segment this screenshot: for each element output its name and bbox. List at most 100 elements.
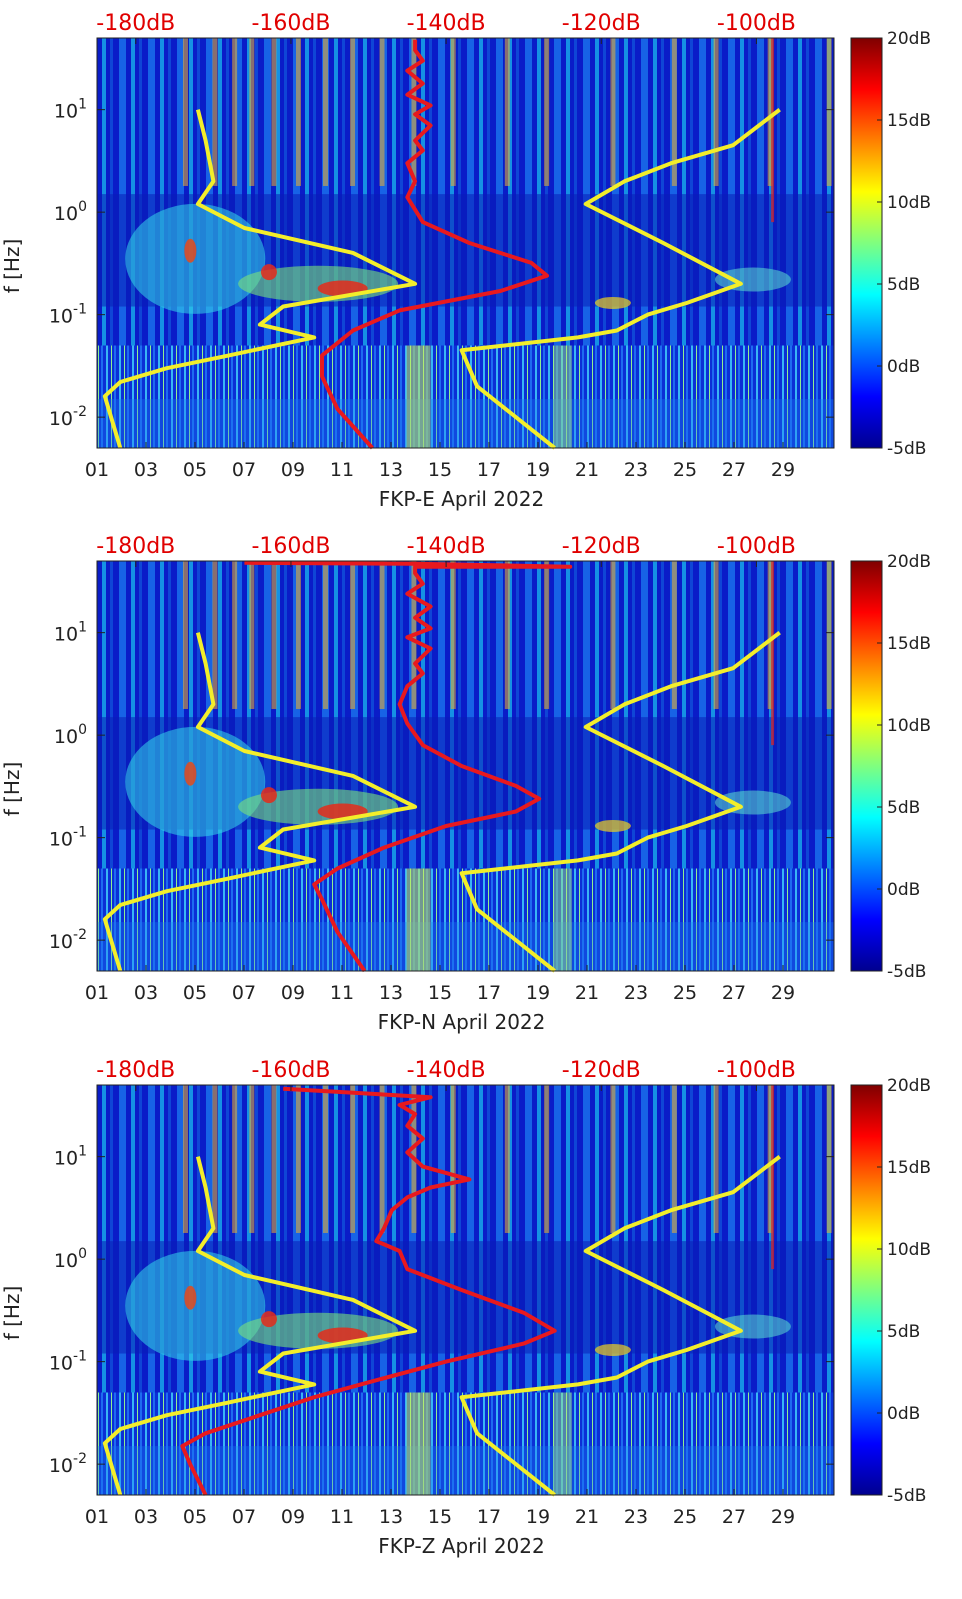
colorbar-tick-label: 5dB [887, 1322, 920, 1342]
x-tick-label: 27 [722, 982, 746, 1004]
low-frequency-event [553, 868, 572, 971]
microseism-blob [594, 296, 631, 309]
hf-streak [767, 1085, 773, 1233]
x-tick-label: 01 [85, 982, 109, 1004]
high-noise-model-curve [459, 108, 781, 450]
hf-streak [271, 38, 277, 186]
high-noise-model-curve [459, 1155, 781, 1497]
y-tick-label: 10-2 [49, 1451, 87, 1477]
x-tick-label: 05 [183, 459, 207, 481]
hf-streak [249, 1085, 255, 1233]
x-axis-label: FKP-N April 2022 [378, 1010, 546, 1034]
hf-streak [544, 1085, 550, 1233]
top-tick-label: -180dB [96, 11, 175, 36]
colorbar-tick-label: 15dB [887, 634, 931, 654]
top-tick-label: -180dB [96, 1058, 175, 1083]
x-tick-label: 09 [281, 1506, 305, 1528]
hf-streak [671, 38, 677, 186]
microseism-hotspot [260, 264, 277, 281]
hf-streak [450, 1085, 456, 1233]
hf-streak [713, 561, 719, 709]
x-tick-label: 01 [85, 1506, 109, 1528]
top-tick-label: -180dB [96, 534, 175, 559]
x-tick-label: 03 [134, 459, 158, 481]
hf-streak [212, 38, 218, 186]
x-tick-label: 11 [330, 459, 354, 481]
hf-streak [295, 1085, 301, 1233]
hf-streak [544, 38, 550, 186]
low-frequency-event [406, 1392, 431, 1495]
hf-streak [826, 38, 832, 186]
x-tick-label: 17 [477, 982, 501, 1004]
x-tick-label: 07 [232, 459, 256, 481]
station-noise-curve [180, 1086, 557, 1496]
hf-streak [271, 1085, 277, 1233]
colorbar-tick-label: 10dB [887, 193, 931, 213]
y-tick-label: 10-2 [49, 927, 87, 953]
hf-streak [212, 1085, 218, 1233]
x-tick-label: 03 [134, 982, 158, 1004]
x-tick-label: 17 [477, 1506, 501, 1528]
hf-streak [182, 1085, 188, 1233]
low-frequency-event [406, 345, 431, 448]
spectrogram-panel-fkp-e: 01 03 05 07 09 11 13 15 17 19 21 23 25 27 29 FKP-E Apri… [0, 11, 931, 511]
colorbar-tick-label: -5dB [887, 439, 926, 459]
station-noise-curve [320, 39, 549, 450]
x-tick-label: 07 [232, 1506, 256, 1528]
x-tick-label: 29 [771, 459, 795, 481]
x-tick-label: 23 [624, 1506, 648, 1528]
y-tick-label: 10-2 [49, 404, 87, 430]
y-tick-label: 100 [54, 722, 87, 748]
colorbar-tick-label: -5dB [887, 962, 926, 982]
low-noise-model-curve [102, 1156, 418, 1496]
hf-streak [323, 561, 329, 709]
x-tick-label: 17 [477, 459, 501, 481]
hf-streak [323, 1085, 329, 1233]
x-tick-label: 13 [379, 459, 403, 481]
x-tick-label: 19 [526, 982, 550, 1004]
x-tick-label: 05 [183, 982, 207, 1004]
x-tick-label: 15 [428, 459, 452, 481]
x-tick-label: 13 [379, 982, 403, 1004]
hf-streak [323, 38, 329, 186]
y-tick-label: 10-1 [49, 1349, 87, 1375]
hf-streak [350, 38, 356, 186]
x-tick-label: 21 [575, 982, 599, 1004]
microseism-hotspot [184, 238, 197, 263]
hf-streak [350, 561, 356, 709]
hf-streak [295, 561, 301, 709]
x-tick-label: 23 [624, 982, 648, 1004]
top-tick-label: -160dB [251, 11, 330, 36]
hf-streak [450, 38, 456, 186]
top-tick-label: -120dB [562, 534, 641, 559]
hf-streak [671, 561, 677, 709]
low-noise-model-curve [102, 109, 418, 449]
x-axis-label: FKP-Z April 2022 [378, 1534, 544, 1558]
microseism-hotspot [260, 1311, 277, 1328]
y-tick-label: 101 [54, 97, 87, 123]
hf-streak [379, 1085, 385, 1233]
colorbar-tick-label: 0dB [887, 1404, 920, 1424]
spectrogram-lowest-band [97, 399, 834, 448]
x-tick-label: 19 [526, 1506, 550, 1528]
hf-streak [610, 561, 616, 709]
microseism-blob [594, 1343, 631, 1356]
hf-streak [504, 38, 510, 186]
hf-streak [232, 38, 238, 186]
x-tick-label: 15 [428, 1506, 452, 1528]
x-tick-label: 23 [624, 459, 648, 481]
y-tick-label: 101 [54, 1144, 87, 1170]
y-tick-label: 100 [54, 1246, 87, 1272]
hf-streak [232, 1085, 238, 1233]
top-tick-label: -100dB [717, 11, 796, 36]
hf-streak [826, 561, 832, 709]
hf-streak [504, 561, 510, 709]
hf-streak [610, 38, 616, 186]
hf-streak [249, 38, 255, 186]
colorbar [850, 37, 883, 449]
x-tick-label: 15 [428, 982, 452, 1004]
x-tick-label: 21 [575, 459, 599, 481]
spectrogram-lowest-band [97, 922, 834, 971]
hf-streak [713, 1085, 719, 1233]
